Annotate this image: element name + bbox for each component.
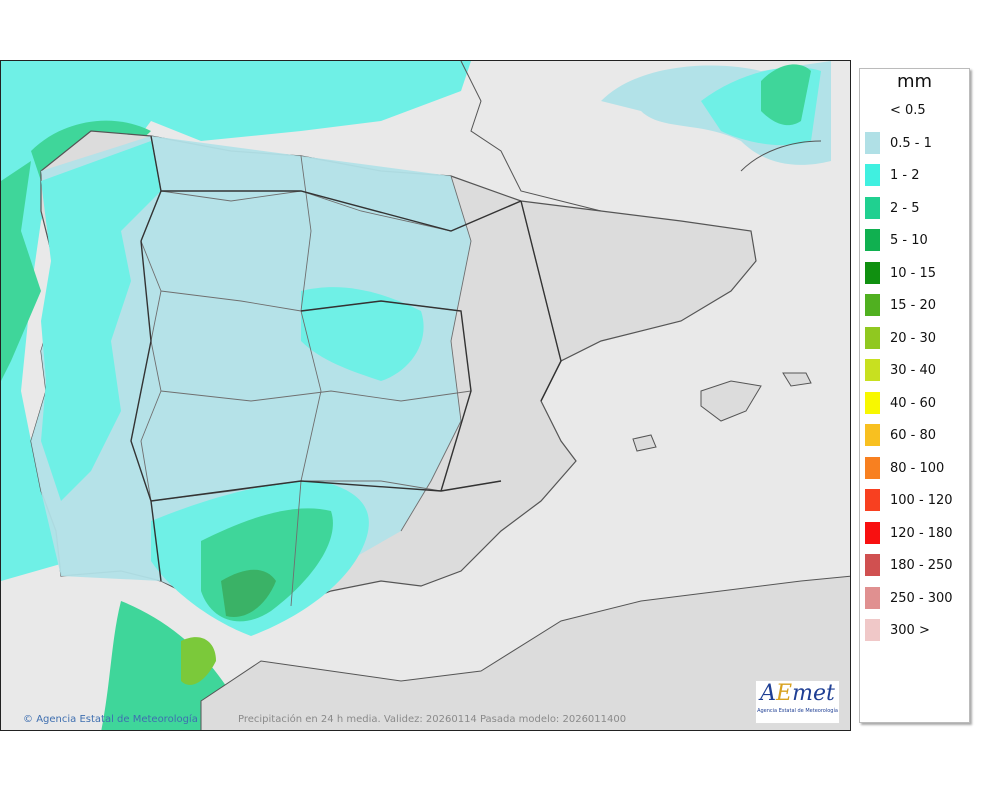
island-ibiza bbox=[632, 434, 657, 452]
precip-area-center bbox=[301, 287, 424, 381]
legend-swatch bbox=[865, 424, 880, 446]
aemet-logo: AEmet Agencia Estatal de Meteorología bbox=[755, 680, 840, 724]
legend-swatch bbox=[865, 554, 880, 576]
credit-text: © Agencia Estatal de Meteorología bbox=[23, 714, 198, 725]
legend-item: 40 - 60 bbox=[860, 391, 969, 414]
legend-item: 180 - 250 bbox=[860, 554, 969, 576]
legend-swatch bbox=[865, 489, 880, 511]
legend-swatch bbox=[865, 261, 880, 284]
legend-swatch bbox=[865, 359, 880, 381]
legend-swatch bbox=[865, 294, 880, 316]
legend-swatch bbox=[865, 229, 880, 251]
legend-item: 2 - 5 bbox=[860, 196, 969, 219]
legend-label: 180 - 250 bbox=[890, 558, 953, 573]
legend-item: 1 - 2 bbox=[860, 164, 969, 186]
legend-label: 10 - 15 bbox=[890, 265, 937, 281]
logo-subtitle: Agencia Estatal de Meteorología bbox=[757, 708, 838, 714]
legend-swatch bbox=[865, 391, 880, 414]
legend-label: 300 > bbox=[890, 623, 930, 638]
legend-label: 20 - 30 bbox=[890, 330, 937, 346]
precip-area-northeast-heavy bbox=[761, 64, 811, 126]
legend-item: 250 - 300 bbox=[860, 586, 969, 609]
map-canvas bbox=[1, 61, 850, 730]
coast-france bbox=[460, 61, 602, 212]
legend-item: 15 - 20 bbox=[860, 294, 969, 316]
coast-france-east bbox=[740, 140, 822, 172]
legend-label: 80 - 100 bbox=[890, 460, 945, 476]
precip-area-land-medium bbox=[41, 141, 161, 501]
legend-swatch bbox=[865, 326, 880, 349]
legend-item: 120 - 180 bbox=[860, 521, 969, 544]
copyright-icon: © bbox=[23, 714, 33, 725]
legend-label: < 0.5 bbox=[890, 103, 926, 118]
legend-item: 20 - 30 bbox=[860, 326, 969, 349]
legend-label: 30 - 40 bbox=[890, 363, 937, 378]
legend-item: 100 - 120 bbox=[860, 489, 969, 511]
legend-item: < 0.5 bbox=[860, 99, 969, 121]
legend-unit: mm bbox=[896, 71, 933, 92]
legend-swatch bbox=[865, 164, 880, 186]
legend-label: 2 - 5 bbox=[890, 200, 920, 216]
legend-label: 100 - 120 bbox=[890, 493, 953, 508]
legend-swatch bbox=[865, 131, 880, 154]
legend-item: 300 > bbox=[860, 619, 969, 641]
legend-item: 60 - 80 bbox=[860, 424, 969, 446]
precip-area-atlantic bbox=[1, 61, 471, 581]
legend-label: 1 - 2 bbox=[890, 168, 920, 183]
legend-item: 5 - 10 bbox=[860, 229, 969, 251]
legend-label: 15 - 20 bbox=[890, 298, 937, 313]
credit-label: Agencia Estatal de Meteorología bbox=[36, 714, 198, 725]
legend-swatch bbox=[865, 586, 880, 609]
precip-area-atlantic-heavy bbox=[1, 161, 41, 381]
legend-label: 250 - 300 bbox=[890, 590, 953, 606]
legend-swatch bbox=[865, 521, 880, 544]
precip-area-south-core bbox=[221, 569, 276, 617]
precipitation-map[interactable]: © Agencia Estatal de Meteorología Precip… bbox=[0, 60, 851, 731]
legend-label: 0.5 - 1 bbox=[890, 135, 932, 151]
legend-item: 80 - 100 bbox=[860, 456, 969, 479]
legend-item: 30 - 40 bbox=[860, 359, 969, 381]
legend-label: 40 - 60 bbox=[890, 395, 937, 411]
legend-swatch bbox=[865, 456, 880, 479]
legend-label: 60 - 80 bbox=[890, 428, 937, 443]
legend-label: 120 - 180 bbox=[890, 525, 953, 541]
precip-area-land-light bbox=[31, 136, 471, 621]
map-caption: Precipitación en 24 h media. Validez: 20… bbox=[238, 714, 627, 725]
legend-item: 0.5 - 1 bbox=[860, 131, 969, 154]
island-menorca bbox=[782, 372, 812, 387]
precip-area-strait-core bbox=[181, 637, 216, 685]
legend-swatch bbox=[865, 196, 880, 219]
region-borders bbox=[130, 135, 562, 582]
legend-label: 5 - 10 bbox=[890, 233, 928, 248]
land-africa bbox=[200, 575, 850, 730]
legend-swatch bbox=[865, 619, 880, 641]
logo-word: AEmet bbox=[760, 681, 835, 706]
island-mallorca bbox=[700, 380, 762, 422]
legend: mm < 0.5 0.5 - 1 1 - 2 2 - 5 5 - 10 10 - 15 15… bbox=[859, 68, 970, 723]
legend-item: 10 - 15 bbox=[860, 261, 969, 284]
